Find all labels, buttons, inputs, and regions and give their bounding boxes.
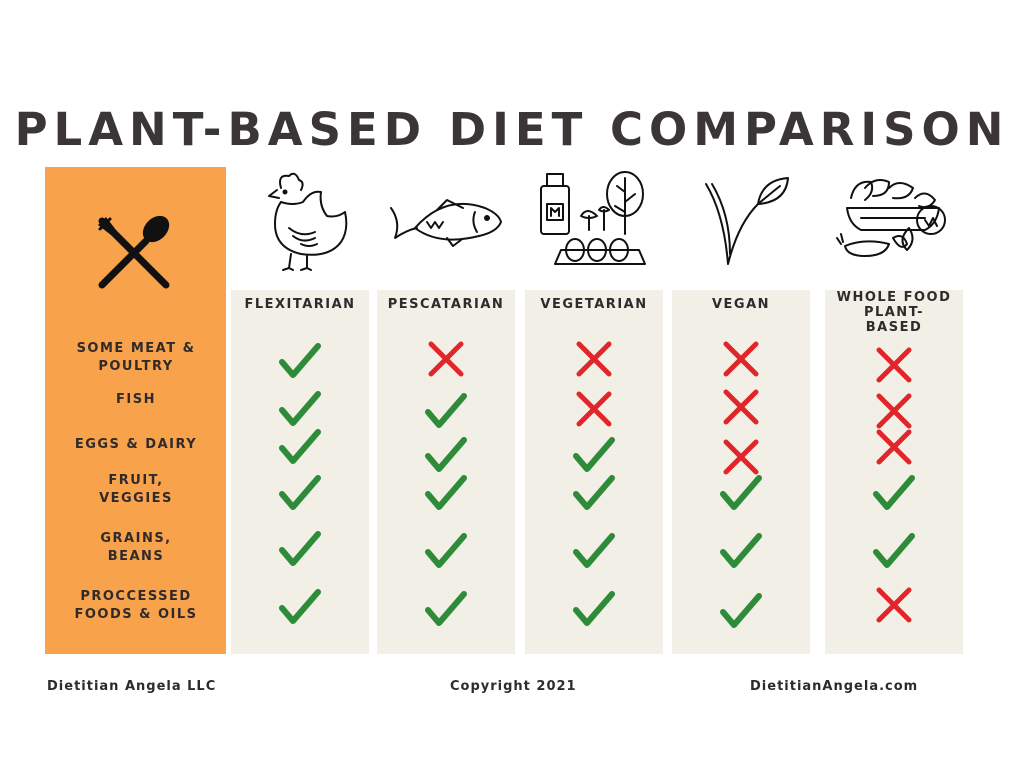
check-icon bbox=[720, 532, 762, 570]
cross-icon bbox=[573, 390, 615, 428]
diet-column bbox=[377, 290, 515, 654]
cross-icon bbox=[720, 438, 762, 476]
check-icon bbox=[425, 474, 467, 512]
check-icon bbox=[425, 532, 467, 570]
check-icon bbox=[573, 532, 615, 570]
check-icon bbox=[873, 532, 915, 570]
check-icon bbox=[279, 342, 321, 380]
cross-icon bbox=[873, 586, 915, 624]
food-category-label: SOME MEAT & POULTRY bbox=[76, 341, 196, 374]
food-category-label: FRUIT, VEGGIES bbox=[99, 473, 173, 506]
check-icon bbox=[425, 392, 467, 430]
fork-spoon-icon bbox=[98, 215, 170, 289]
check-icon bbox=[279, 474, 321, 512]
check-icon bbox=[573, 474, 615, 512]
diet-column bbox=[825, 290, 963, 654]
check-icon bbox=[873, 474, 915, 512]
fish-icon bbox=[387, 168, 505, 272]
diet-column bbox=[231, 290, 369, 654]
check-icon bbox=[279, 428, 321, 466]
cross-icon bbox=[873, 392, 915, 430]
check-icon bbox=[573, 436, 615, 474]
diet-column bbox=[525, 290, 663, 654]
cross-icon bbox=[720, 388, 762, 426]
check-icon bbox=[573, 590, 615, 628]
check-icon bbox=[425, 590, 467, 628]
category-sidebar bbox=[45, 167, 226, 654]
page-title: PLANT-BASED DIET COMPARISON bbox=[14, 103, 1010, 156]
footer-copyright: Copyright 2021 bbox=[450, 679, 577, 694]
diet-column bbox=[672, 290, 810, 654]
diet-column-label: VEGAN bbox=[711, 297, 771, 312]
diet-column-label: FLEXITARIAN bbox=[244, 297, 356, 312]
vegan-v-leaf-icon bbox=[682, 168, 800, 272]
diet-column-label: VEGETARIAN bbox=[540, 297, 648, 312]
check-icon bbox=[720, 474, 762, 512]
diet-column-label: WHOLE FOOD PLANT- BASED bbox=[836, 290, 952, 335]
vegetables-basket-icon bbox=[835, 168, 953, 272]
cross-icon bbox=[873, 428, 915, 466]
cross-icon bbox=[425, 340, 467, 378]
cross-icon bbox=[720, 340, 762, 378]
footer-website: DietitianAngela.com bbox=[750, 679, 919, 694]
check-icon bbox=[425, 436, 467, 474]
check-icon bbox=[720, 592, 762, 630]
check-icon bbox=[279, 530, 321, 568]
footer-company: Dietitian Angela LLC bbox=[47, 679, 217, 694]
milk-eggs-vegetables-icon bbox=[535, 168, 653, 272]
cross-icon bbox=[573, 340, 615, 378]
food-category-label: EGGS & DAIRY bbox=[74, 437, 198, 452]
check-icon bbox=[279, 588, 321, 626]
food-category-label: FISH bbox=[116, 392, 156, 407]
cross-icon bbox=[873, 346, 915, 384]
food-category-label: GRAINS, BEANS bbox=[100, 531, 172, 564]
diet-column-label: PESCATARIAN bbox=[387, 297, 505, 312]
check-icon bbox=[279, 390, 321, 428]
food-category-label: PROCCESSED FOODS & OILS bbox=[74, 589, 198, 622]
chicken-icon bbox=[241, 168, 359, 272]
